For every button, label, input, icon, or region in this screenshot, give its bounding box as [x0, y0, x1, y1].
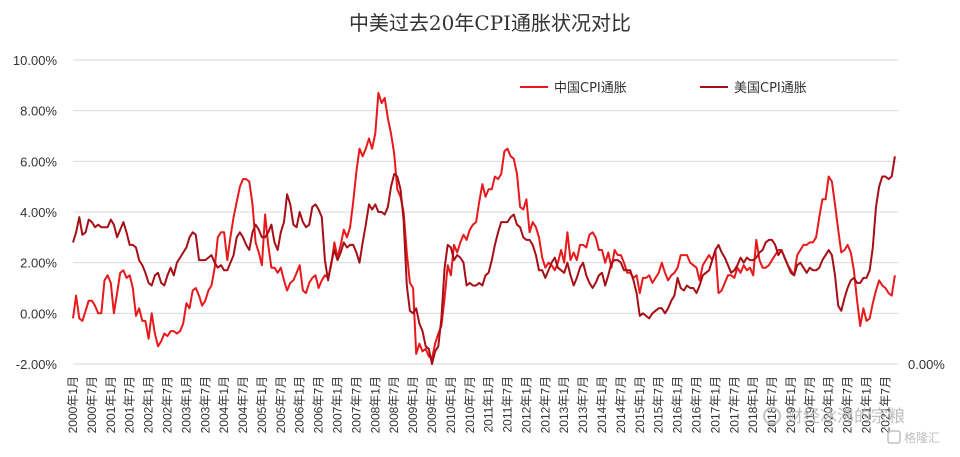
x-tick-label: 2009年1月	[406, 376, 420, 433]
x-tick-label: 2015年1月	[633, 376, 647, 433]
x-tick-label: 2002年1月	[142, 376, 156, 433]
x-tick-label: 2013年7月	[576, 376, 590, 433]
x-tick-label: 2019年1月	[784, 376, 798, 433]
y-tick-label: 4.00%	[20, 205, 57, 220]
x-tick-label: 2005年7月	[274, 376, 288, 433]
chart-title: 中美过去20年CPI通胀状况对比	[349, 11, 631, 35]
x-tick-label: 2004年1月	[217, 376, 231, 433]
x-tick-label: 2010年1月	[444, 376, 458, 433]
x-tick-label: 2001年7月	[123, 376, 137, 433]
y-right-tick-label: 0.00%	[908, 357, 945, 372]
y-tick-label: 0.00%	[20, 306, 57, 321]
x-tick-label: 2006年1月	[293, 376, 307, 433]
x-tick-label: 2002年7月	[160, 376, 174, 433]
x-tick-label: 2015年7月	[652, 376, 666, 433]
x-tick-label: 2016年7月	[689, 376, 703, 433]
x-tick-label: 2008年7月	[387, 376, 401, 433]
x-tick-label: 2003年1月	[179, 376, 193, 433]
x-tick-label: 2001年1月	[104, 376, 118, 433]
watermark-main-text: 财经冰沸的宗粮	[786, 407, 905, 427]
x-tick-label: 2011年1月	[482, 376, 496, 432]
x-tick-label: 2003年7月	[198, 376, 212, 433]
legend-label: 中国CPI通胀	[554, 81, 627, 96]
y-tick-label: -2.00%	[16, 357, 58, 372]
watermark-logo-icon	[763, 407, 781, 425]
x-tick-label: 2019年7月	[803, 376, 817, 433]
gridlines	[73, 59, 898, 365]
watermark: 财经冰沸的宗粮 格隆汇	[763, 407, 940, 445]
x-tick-label: 2021年1月	[860, 376, 874, 433]
watermark-sub-text: 格隆汇	[904, 430, 940, 445]
legend-label: 美国CPI通胀	[734, 81, 807, 96]
y-tick-label: 8.00%	[20, 104, 57, 119]
x-tick-label: 2018年7月	[765, 376, 779, 433]
watermark-sub-icon	[887, 430, 901, 444]
x-tick-label: 2017年7月	[727, 376, 741, 433]
x-tick-label: 2017年1月	[708, 376, 722, 433]
y-axis-ticks: 10.00% 8.00% 6.00% 4.00% 2.00% 0.00% -2.00%	[13, 53, 58, 372]
series-lines	[72, 91, 896, 365]
x-tick-label: 2004年7月	[236, 376, 250, 433]
x-tick-label: 2008年1月	[368, 376, 382, 433]
x-tick-label: 2014年1月	[595, 376, 609, 433]
x-tick-label: 2016年1月	[671, 376, 685, 433]
x-tick-label: 2014年7月	[614, 376, 628, 433]
legend: 中国CPI通胀 美国CPI通胀	[520, 81, 807, 96]
x-tick-label: 2021年7月	[878, 376, 892, 433]
x-axis-ticks: 2000年1月 2000年7月 2001年1月 2001年7月 2002年1月 2002年…	[66, 376, 892, 433]
x-tick-label: 2013年1月	[557, 376, 571, 433]
series-line-china	[72, 91, 896, 360]
x-tick-label: 2007年7月	[349, 376, 363, 433]
x-tick-label: 2012年7月	[538, 376, 552, 433]
x-tick-label: 2020年7月	[841, 376, 855, 433]
y-tick-label: 2.00%	[20, 256, 57, 271]
x-tick-label: 2000年1月	[66, 376, 80, 433]
x-tick-label: 2000年7月	[85, 376, 99, 433]
x-tick-label: 2018年1月	[746, 376, 760, 433]
x-tick-label: 2011年7月	[501, 376, 515, 432]
x-tick-label: 2005年1月	[255, 376, 269, 433]
x-tick-label: 2007年1月	[331, 376, 345, 433]
x-tick-label: 2006年7月	[312, 376, 326, 433]
series-line-us	[72, 156, 896, 365]
y-tick-label: 6.00%	[20, 154, 57, 169]
x-tick-label: 2009年7月	[425, 376, 439, 433]
x-tick-label: 2012年1月	[519, 376, 533, 433]
y-tick-label: 10.00%	[13, 53, 58, 68]
x-tick-label: 2010年7月	[463, 376, 477, 433]
x-tick-label: 2020年1月	[822, 376, 836, 433]
